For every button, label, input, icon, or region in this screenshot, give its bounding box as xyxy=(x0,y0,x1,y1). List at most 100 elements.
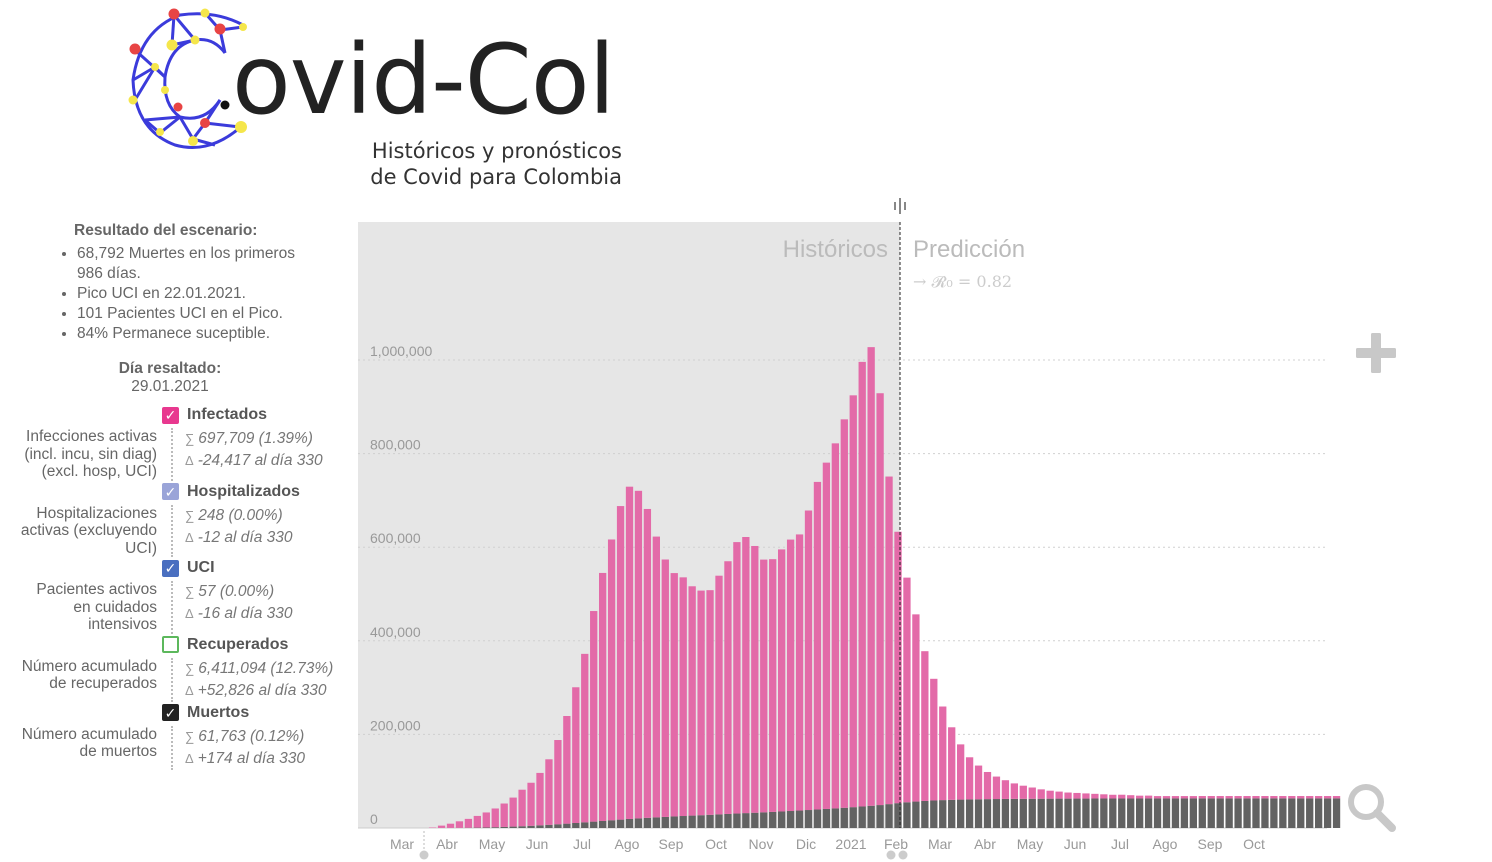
x-tick-label: Sep xyxy=(659,836,684,852)
bar-muertos xyxy=(536,825,544,828)
x-tick-label: Oct xyxy=(705,836,727,852)
bar-muertos xyxy=(965,799,974,828)
scenario-item: 68,792 Muertes en los primeros 986 días. xyxy=(77,244,317,284)
bar-muertos xyxy=(1082,798,1090,828)
checkbox-icon[interactable]: ✓ xyxy=(162,559,179,577)
bar-infectados xyxy=(957,744,965,800)
sum-icon: ∑ xyxy=(185,660,195,676)
range-mid-handle[interactable] xyxy=(898,850,908,860)
bar-infectados xyxy=(545,759,553,825)
history-label: Históricos xyxy=(783,236,888,263)
bar-muertos xyxy=(554,824,562,828)
bar-infectados xyxy=(1019,785,1027,799)
x-tick-label: Feb xyxy=(884,836,908,852)
y-tick-label: 800,000 xyxy=(370,437,421,453)
bar-muertos xyxy=(590,821,598,828)
prediction-label: Predicción xyxy=(913,236,1025,263)
bar-infectados xyxy=(795,534,804,811)
category-header: ✓ Hospitalizados xyxy=(162,481,356,503)
category-header: ✓ UCI xyxy=(162,557,356,579)
bar-infectados xyxy=(831,443,839,809)
scenario-item: 84% Permanece suceptible. xyxy=(77,324,317,344)
bar-infectados xyxy=(536,772,544,826)
r0-label: → 𝓡₀ = 0.82 xyxy=(913,272,1012,291)
bar-infectados xyxy=(742,536,750,814)
covid-chart[interactable]: 0 200,000 400,000 600,000 800,000 1,000,000 Hi… xyxy=(355,195,1415,862)
x-tick-label: May xyxy=(479,836,505,852)
bar-muertos xyxy=(760,812,768,828)
bar-infectados xyxy=(616,506,625,820)
checkbox-icon[interactable]: ✓ xyxy=(162,704,179,721)
bar-muertos xyxy=(769,811,777,828)
bar-muertos xyxy=(903,802,911,828)
bar-muertos xyxy=(831,808,839,828)
bar-infectados xyxy=(885,476,893,805)
bar-infectados xyxy=(858,361,866,807)
bar-muertos xyxy=(1109,798,1117,828)
checkbox-icon[interactable]: ✓ xyxy=(162,406,179,424)
bar-infectados xyxy=(769,559,777,812)
range-start-handle[interactable] xyxy=(419,850,429,860)
category-header: Recuperados xyxy=(162,634,356,656)
highlighted-day-title: Día resaltado: xyxy=(118,360,222,377)
bar-infectados xyxy=(455,821,464,828)
bar-infectados xyxy=(867,347,875,806)
bar-muertos xyxy=(786,811,795,828)
checkbox-icon[interactable] xyxy=(162,636,179,653)
category-values: ∑ 61,763 (0.12%) Δ +174 al día 330 xyxy=(171,725,305,770)
category-delta: Δ -24,417 al día 330 xyxy=(185,452,323,469)
category-name: UCI xyxy=(187,559,215,576)
scenario-item: 101 Pacientes UCI en el Pico. xyxy=(77,304,317,324)
bar-muertos xyxy=(1118,798,1126,828)
bar-muertos xyxy=(1225,798,1233,828)
bar-infectados xyxy=(1091,793,1099,799)
bar-infectados xyxy=(903,577,911,803)
category-infectados: ✓ Infectados Infecciones activas (incl. in… xyxy=(20,404,356,481)
bar-infectados xyxy=(1153,796,1162,799)
bar-infectados xyxy=(625,486,634,819)
bar-infectados xyxy=(1144,795,1153,799)
bar-muertos xyxy=(1332,798,1341,828)
bar-muertos xyxy=(1315,798,1323,828)
bar-muertos xyxy=(822,808,831,828)
category-uci: ✓ UCI Pacientes activos en cuidados intens… xyxy=(20,557,356,634)
bar-infectados xyxy=(1171,796,1180,799)
bar-infectados xyxy=(1001,780,1010,799)
category-body: Pacientes activos en cuidados intensivos… xyxy=(20,581,356,634)
plus-icon-part xyxy=(1371,333,1381,373)
brand-name: ovid-Col xyxy=(232,24,615,136)
bar-muertos xyxy=(563,823,571,828)
scenario-title: Resultado del escenario: xyxy=(74,222,258,239)
zoom-in-plus-icon[interactable] xyxy=(1356,333,1396,373)
bar-infectados xyxy=(760,559,768,813)
checkbox-icon[interactable]: ✓ xyxy=(162,483,179,500)
bar-infectados xyxy=(1243,796,1251,799)
bar-muertos xyxy=(804,810,813,828)
search-icon-handle xyxy=(1373,809,1396,832)
bar-infectados xyxy=(679,577,687,817)
bar-muertos xyxy=(1064,798,1072,828)
category-description: Infecciones activas (incl. incu, sin dia… xyxy=(24,428,157,480)
range-end-handle[interactable] xyxy=(886,850,896,860)
bar-infectados xyxy=(1198,796,1206,799)
bar-infectados xyxy=(1332,796,1341,799)
bar-muertos xyxy=(1127,798,1135,828)
x-tick-label: Abr xyxy=(974,836,996,852)
scenario-item: Pico UCI en 22.01.2021. xyxy=(77,284,317,304)
bar-infectados xyxy=(1189,796,1197,799)
bar-muertos xyxy=(939,800,947,828)
bar-infectados xyxy=(643,508,652,818)
bar-muertos xyxy=(1037,798,1045,828)
bar-muertos xyxy=(751,812,759,828)
drag-handle-icon[interactable] xyxy=(894,198,906,214)
search-icon[interactable] xyxy=(1348,784,1396,832)
bar-infectados xyxy=(930,678,938,801)
tagline-line-1: Históricos y pronósticos xyxy=(371,139,622,163)
x-tick-label: Jul xyxy=(573,836,591,852)
category-description: Número acumulado de recuperados xyxy=(21,657,157,693)
bar-infectados xyxy=(509,797,517,827)
bar-infectados xyxy=(1306,796,1314,799)
category-muertos: ✓ Muertos Número acumulado de muertos ∑ 61,7… xyxy=(20,702,356,770)
bar-infectados xyxy=(1207,796,1215,799)
category-sum: ∑ 697,709 (1.39%) xyxy=(185,430,313,447)
